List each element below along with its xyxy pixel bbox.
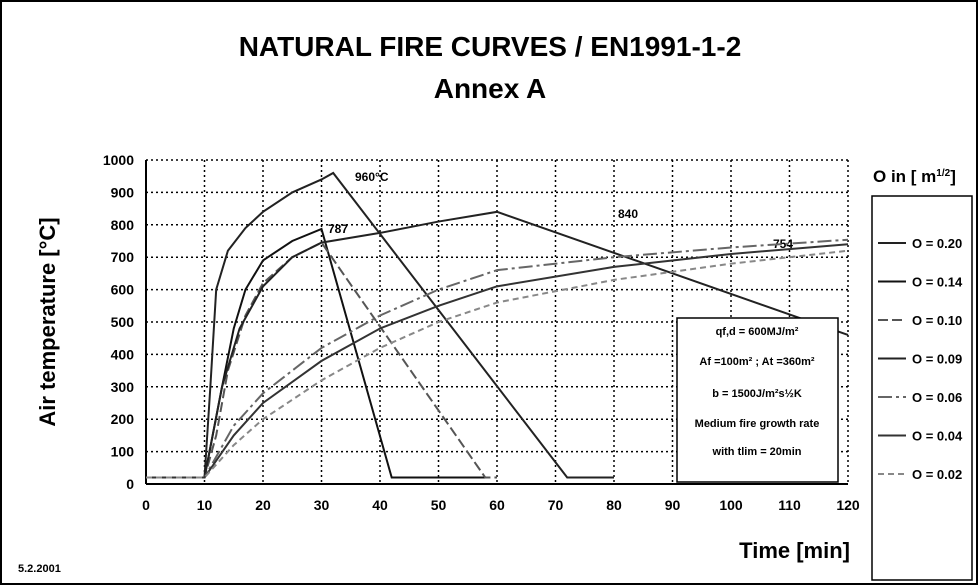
chart-title: NATURAL FIRE CURVES / EN1991-1-2 <box>239 31 742 62</box>
series-line <box>146 238 849 479</box>
legend-box <box>871 195 973 581</box>
y-tick-label: 300 <box>111 379 135 395</box>
info-box <box>676 317 839 483</box>
info-line: Af =100m² ; At =360m² <box>699 356 814 368</box>
x-tick-label: 10 <box>197 497 213 513</box>
series-line <box>146 241 497 479</box>
info-line: Medium fire growth rate <box>695 418 820 430</box>
series-line <box>146 243 849 479</box>
x-tick-label: 0 <box>142 497 150 513</box>
date: 5.2.2001 <box>18 563 61 575</box>
legend-label: O = 0.14 <box>912 275 963 290</box>
info-line: b = 1500J/m²s½K <box>712 388 802 400</box>
y-tick-label: 400 <box>111 346 135 362</box>
x-tick-label: 90 <box>665 497 681 513</box>
y-tick-label: 900 <box>111 184 135 200</box>
annotation: 840 <box>618 207 638 221</box>
legend-label: O = 0.20 <box>912 236 962 251</box>
series-line <box>146 171 614 479</box>
legend-title: O in [ m1/2] <box>873 167 956 186</box>
legend-label: O = 0.10 <box>912 313 962 328</box>
x-tick-label: 110 <box>778 497 801 513</box>
x-tick-label: 80 <box>606 497 622 513</box>
annotation: 787 <box>328 222 348 236</box>
legend-title-main: O in [ m <box>873 167 936 186</box>
x-tick-label: 120 <box>836 497 860 513</box>
x-tick-label: 30 <box>314 497 330 513</box>
x-axis-label: Time [min] <box>739 538 850 563</box>
y-tick-label: 700 <box>111 249 135 265</box>
info-line: qf,d = 600MJ/m² <box>716 326 799 338</box>
legend-label: O = 0.04 <box>912 429 963 444</box>
y-tick-label: 200 <box>111 411 135 427</box>
series-line <box>146 210 849 479</box>
y-tick-label: 100 <box>111 444 135 460</box>
y-tick-label: 500 <box>111 314 135 330</box>
legend-label: O = 0.06 <box>912 390 962 405</box>
info-line: with tlim = 20min <box>712 446 802 458</box>
annotation: 754 <box>773 237 793 251</box>
legend-title-sup: 1/2 <box>936 168 950 179</box>
x-tick-label: 100 <box>719 497 743 513</box>
y-axis-label: Air temperature [°C] <box>35 217 60 426</box>
x-tick-label: 50 <box>431 497 447 513</box>
x-tick-label: 70 <box>548 497 564 513</box>
legend-label: O = 0.09 <box>912 352 962 367</box>
x-tick-label: 40 <box>372 497 388 513</box>
y-tick-label: 0 <box>126 476 134 492</box>
legend-label: O = 0.02 <box>912 467 962 482</box>
series-line <box>146 249 849 479</box>
y-tick-label: 1000 <box>103 152 134 168</box>
y-tick-label: 600 <box>111 282 135 298</box>
x-tick-label: 20 <box>255 497 271 513</box>
legend-title-end: ] <box>950 167 956 186</box>
y-tick-label: 800 <box>111 217 135 233</box>
x-tick-label: 60 <box>489 497 505 513</box>
annotation: 960°C <box>355 170 389 184</box>
chart-subtitle: Annex A <box>434 73 547 104</box>
